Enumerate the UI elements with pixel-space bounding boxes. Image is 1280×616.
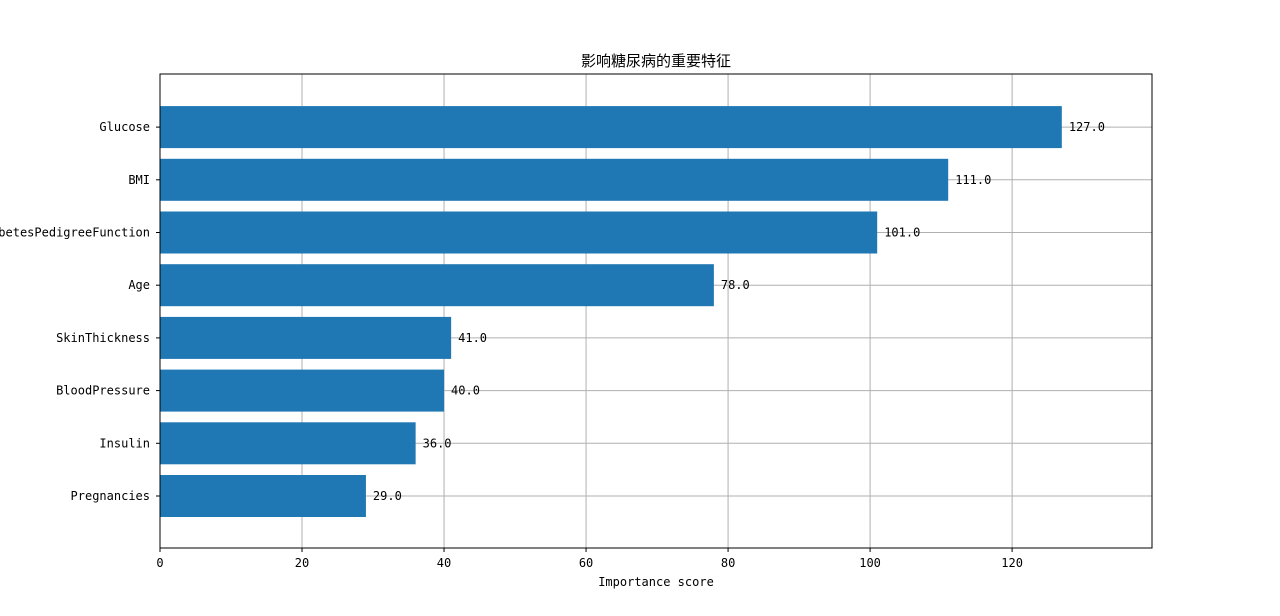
axes-frame bbox=[159, 73, 1153, 549]
x-tick-label: 120 bbox=[1001, 556, 1023, 570]
bar bbox=[160, 211, 878, 254]
y-tick-label: SkinThickness bbox=[56, 331, 150, 345]
bar-value-label: 127.0 bbox=[1069, 120, 1105, 134]
bar-value-label: 40.0 bbox=[451, 384, 480, 398]
x-axis-label: Importance score bbox=[598, 575, 714, 589]
y-tick-label: Pregnancies bbox=[71, 489, 150, 503]
bar bbox=[160, 158, 949, 201]
y-tick-label: BMI bbox=[128, 173, 150, 187]
x-axis-ticks: 0 20 40 60 80 100 120 bbox=[156, 548, 1023, 570]
x-tick-label: 0 bbox=[156, 556, 163, 570]
x-tick-label: 20 bbox=[295, 556, 309, 570]
bar bbox=[160, 316, 452, 359]
y-tick-label: DiabetesPedigreeFunction bbox=[0, 226, 150, 240]
bar bbox=[160, 264, 714, 307]
y-tick-label: Age bbox=[128, 278, 150, 292]
x-tick-label: 80 bbox=[721, 556, 735, 570]
bar-value-label: 41.0 bbox=[458, 331, 487, 345]
y-tick-label: Insulin bbox=[99, 436, 150, 450]
bar bbox=[160, 106, 1062, 149]
bar bbox=[160, 422, 416, 465]
y-tick-label: Glucose bbox=[99, 120, 150, 134]
bar-value-label: 101.0 bbox=[884, 226, 920, 240]
bar bbox=[160, 369, 445, 412]
x-tick-label: 100 bbox=[859, 556, 881, 570]
bar-value-label: 111.0 bbox=[955, 173, 991, 187]
chart-title: 影响糖尿病的重要特征 bbox=[581, 52, 731, 70]
y-tick-label: BloodPressure bbox=[56, 384, 150, 398]
y-axis-ticks: Pregnancies Insulin BloodPressure SkinThick… bbox=[0, 120, 160, 503]
bars bbox=[160, 106, 1062, 517]
bar-value-label: 78.0 bbox=[721, 278, 750, 292]
bar-value-labels: 29.0 36.0 40.0 41.0 78.0 101.0 111.0 127.0 bbox=[373, 120, 1105, 503]
bar-value-label: 29.0 bbox=[373, 489, 402, 503]
bar-value-label: 36.0 bbox=[423, 436, 452, 450]
x-tick-label: 40 bbox=[437, 556, 451, 570]
x-tick-label: 60 bbox=[579, 556, 593, 570]
bar bbox=[160, 475, 366, 517]
